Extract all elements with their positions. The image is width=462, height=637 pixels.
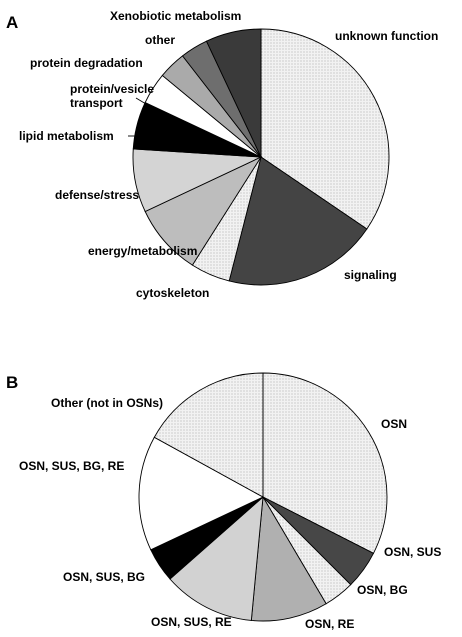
pie-b-slice-3	[250, 495, 327, 622]
pie-b-slice-label-0: OSN	[381, 417, 407, 431]
pie-b-slice-4	[169, 495, 264, 621]
pie-b-slice-7	[153, 372, 264, 498]
pie-a-slice-label-5: lipid metabolism	[19, 129, 114, 143]
slice-label-line: transport	[70, 96, 123, 110]
pie-a-slice-label-2: cytoskeleton	[136, 286, 209, 300]
slice-label-line: OSN	[381, 417, 407, 431]
pie-b-slice-label-5: OSN, SUS, BG	[63, 570, 145, 584]
pie-a-slice-label-0: unknown function	[335, 29, 438, 43]
pie-b-slice-6	[138, 436, 264, 551]
pie-b-slice-label-3: OSN, RE	[305, 617, 354, 631]
slice-label-line: OSN, SUS	[384, 545, 441, 559]
slice-label-line: Xenobiotic metabolism	[110, 9, 241, 23]
slice-label-line: unknown function	[335, 29, 438, 43]
slice-label-line: Other (not in OSNs)	[51, 396, 163, 410]
pie-a-slice-label-7: protein degradation	[30, 56, 143, 70]
slice-label-line: OSN, SUS, RE	[151, 615, 232, 629]
slice-label-line: protein/vesicle	[70, 82, 154, 96]
panel-letter-a: A	[6, 13, 18, 32]
slice-label-line: cytoskeleton	[136, 286, 209, 300]
pie-a-slice-label-8: other	[145, 33, 175, 47]
slice-label-line: other	[145, 33, 175, 47]
pie-a-slice-label-4: defense/stress	[55, 188, 139, 202]
pie-a-leader-line-6	[135, 97, 147, 105]
slice-label-line: OSN, BG	[357, 583, 408, 597]
pie-a-slice-label-3: energy/metabolism	[88, 244, 197, 258]
pie-chart-b: OSN OSN, SUS OSN, BG OSN, RE OSN, SUS, RE OSN…	[19, 372, 441, 631]
pie-b-slice-label-2: OSN, BG	[357, 583, 408, 597]
pie-a-slice-0	[260, 28, 390, 230]
pie-b-slice-label-1: OSN, SUS	[384, 545, 441, 559]
slice-label-line: OSN, SUS, BG	[63, 570, 145, 584]
pie-b-slice-label-4: OSN, SUS, RE	[151, 615, 232, 629]
slice-label-line: lipid metabolism	[19, 129, 114, 143]
pie-a-slice-label-1: signaling	[344, 268, 397, 282]
slice-label-line: energy/metabolism	[88, 244, 197, 258]
pie-chart-a: unknown function signaling cytoskeleton ene…	[19, 9, 438, 300]
pie-a-slice-9	[205, 28, 262, 158]
slice-label-line: defense/stress	[55, 188, 139, 202]
pie-a-slice-label-6: protein/vesicle transport	[70, 82, 154, 110]
pie-b-slice-label-6: OSN, SUS, BG, RE	[19, 459, 124, 473]
panel-letter-b: B	[6, 373, 18, 392]
pie-b-slice-0	[262, 372, 388, 554]
slice-label-line: OSN, SUS, BG, RE	[19, 459, 124, 473]
slice-label-line: signaling	[344, 268, 397, 282]
slice-label-line: protein degradation	[30, 56, 143, 70]
pie-b-slice-label-7: Other (not in OSNs)	[51, 396, 163, 410]
pie-a-slice-1	[228, 156, 368, 286]
slice-label-line: OSN, RE	[305, 617, 354, 631]
pie-a-slice-label-9: Xenobiotic metabolism	[110, 9, 241, 23]
